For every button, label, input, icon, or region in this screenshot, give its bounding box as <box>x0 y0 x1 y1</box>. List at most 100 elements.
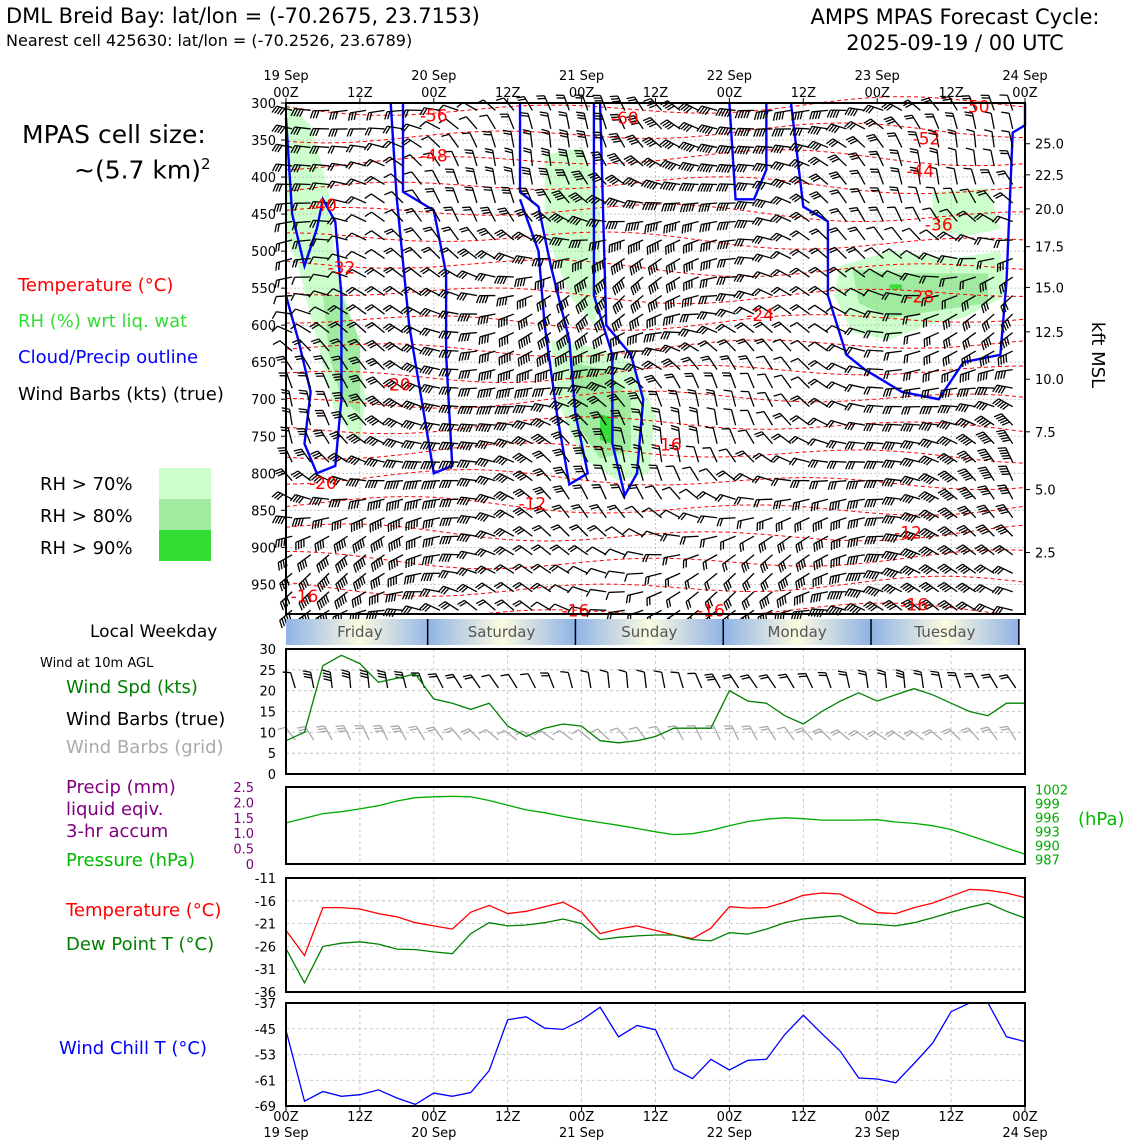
wind-barb-flag <box>633 319 637 328</box>
wind-barb-flag <box>810 268 818 274</box>
wind-barb-flag <box>274 492 281 499</box>
wind-barb-flag <box>977 526 986 531</box>
wind-barb-flag <box>551 565 559 572</box>
wind-barb-flag <box>976 585 983 592</box>
wind-barb-flag <box>641 507 650 513</box>
wind-barb-flag <box>519 112 529 115</box>
wind-barb-flag <box>496 422 502 431</box>
wind-barb <box>709 447 718 463</box>
wind-barb-flag <box>920 456 928 464</box>
wind-barb-flag <box>685 601 690 610</box>
wind-barb <box>425 120 441 130</box>
wind-barb-flag <box>825 362 833 370</box>
wind-barb-flag <box>385 287 393 294</box>
wind-barb-flag <box>543 354 547 363</box>
wind-barb-flag <box>327 145 333 154</box>
wind-barb-grid-flag <box>941 728 950 733</box>
wind-barb-flag <box>668 316 671 325</box>
wind-barb-flag <box>641 202 647 211</box>
wind-barb <box>832 305 847 315</box>
wind-barb-flag <box>382 341 391 348</box>
isotherm-line <box>285 339 1026 358</box>
wind-barb-flag <box>499 423 505 431</box>
wind-barb-flag <box>687 389 696 392</box>
wind-barb-flag <box>421 246 429 252</box>
wind-barb-flag <box>428 538 431 547</box>
wind-barb-flag <box>458 568 466 576</box>
wind-barb-flag <box>373 562 377 571</box>
wind-barb-flag <box>275 470 284 475</box>
wind-barb-flag <box>311 521 315 530</box>
wind-barb-flag <box>512 526 520 532</box>
wind-barb-flag <box>572 217 579 225</box>
wind-barb-flag <box>457 388 462 397</box>
wind-barb-flag <box>784 595 787 604</box>
wind-barb-flag <box>387 326 395 333</box>
wind-barb-flag <box>872 536 877 545</box>
wind-barb-grid-flag <box>609 727 618 732</box>
wind-barb-flag <box>664 142 672 149</box>
wind-barb-flag <box>754 236 761 244</box>
wind-barb-flag <box>960 437 968 443</box>
wind-barb-flag <box>925 513 933 520</box>
wind-barb-flag <box>962 568 971 575</box>
wind-barb-flag <box>741 564 745 573</box>
wind-barb-flag <box>654 243 657 252</box>
wind-barb-flag <box>939 472 948 478</box>
wind-barb-flag <box>367 397 376 403</box>
wind-barb-flag <box>293 472 301 478</box>
wind-barb-flag <box>983 303 987 312</box>
wind-barb-flag <box>939 546 947 553</box>
wind-barb-flag <box>339 580 344 588</box>
wind-barb-grid-flag <box>355 727 364 730</box>
wind-barb-flag <box>646 121 655 126</box>
wind-barb-flag <box>778 500 782 509</box>
wind-barb <box>973 149 977 167</box>
wind-barb-flag <box>726 165 732 174</box>
wind-barb-flag <box>308 306 316 313</box>
wind-barb-flag <box>847 422 853 431</box>
wind-barb-flag <box>404 248 413 254</box>
wind-barb <box>797 376 810 389</box>
wind-barb-flag <box>480 477 487 485</box>
wind-barb-flag <box>770 269 778 276</box>
wind-barb-flag <box>480 495 487 503</box>
wind-barb-flag <box>698 204 702 213</box>
wind-barb-flag <box>828 576 832 585</box>
wind-speed-label: Wind Spd (kts) <box>66 677 198 698</box>
wind-barb-flag <box>918 564 926 571</box>
wind-barb-flag <box>276 203 280 212</box>
wind-barb-flag <box>431 461 437 470</box>
wind-barb-flag <box>296 145 302 154</box>
height-tick-label: 12.5 <box>1035 326 1064 341</box>
isotherm-label: -20 <box>309 474 337 494</box>
wind-barb-flag <box>936 436 944 443</box>
wind-barb-flag <box>326 235 333 243</box>
wind-barb-flag <box>277 243 281 252</box>
wind-barb-flag <box>868 122 876 128</box>
wind-barb-flag <box>945 339 949 348</box>
wind-barb-flag <box>939 490 948 496</box>
wind-barb-flag <box>827 246 836 252</box>
wind-barb-flag <box>530 433 539 439</box>
wind-barb-flag <box>613 322 618 331</box>
wind-barb-flag <box>403 401 410 409</box>
wind-barb-flag <box>554 261 558 270</box>
wind-barb-flag <box>536 509 544 514</box>
pressure-tick-label: 999 <box>1035 797 1060 812</box>
wind-barb-flag <box>791 143 798 152</box>
wind-barb-flag <box>274 539 278 548</box>
wind-barb-flag <box>887 497 893 506</box>
wind-barb-flag <box>963 167 972 170</box>
wind-barb-true-flag <box>560 670 569 674</box>
wind-barb-flag <box>605 592 610 601</box>
wind-barb-flag <box>644 485 653 489</box>
wind-barb-true-flag <box>858 672 867 676</box>
wind-barb-flag <box>653 202 658 211</box>
wind-barb-flag <box>941 438 949 446</box>
wind-barb-flag <box>867 587 875 595</box>
wind-barb-flag <box>612 118 621 121</box>
wind-barb-flag <box>963 357 967 366</box>
wind-barb-flag <box>459 226 468 231</box>
wind-barb <box>430 152 441 167</box>
